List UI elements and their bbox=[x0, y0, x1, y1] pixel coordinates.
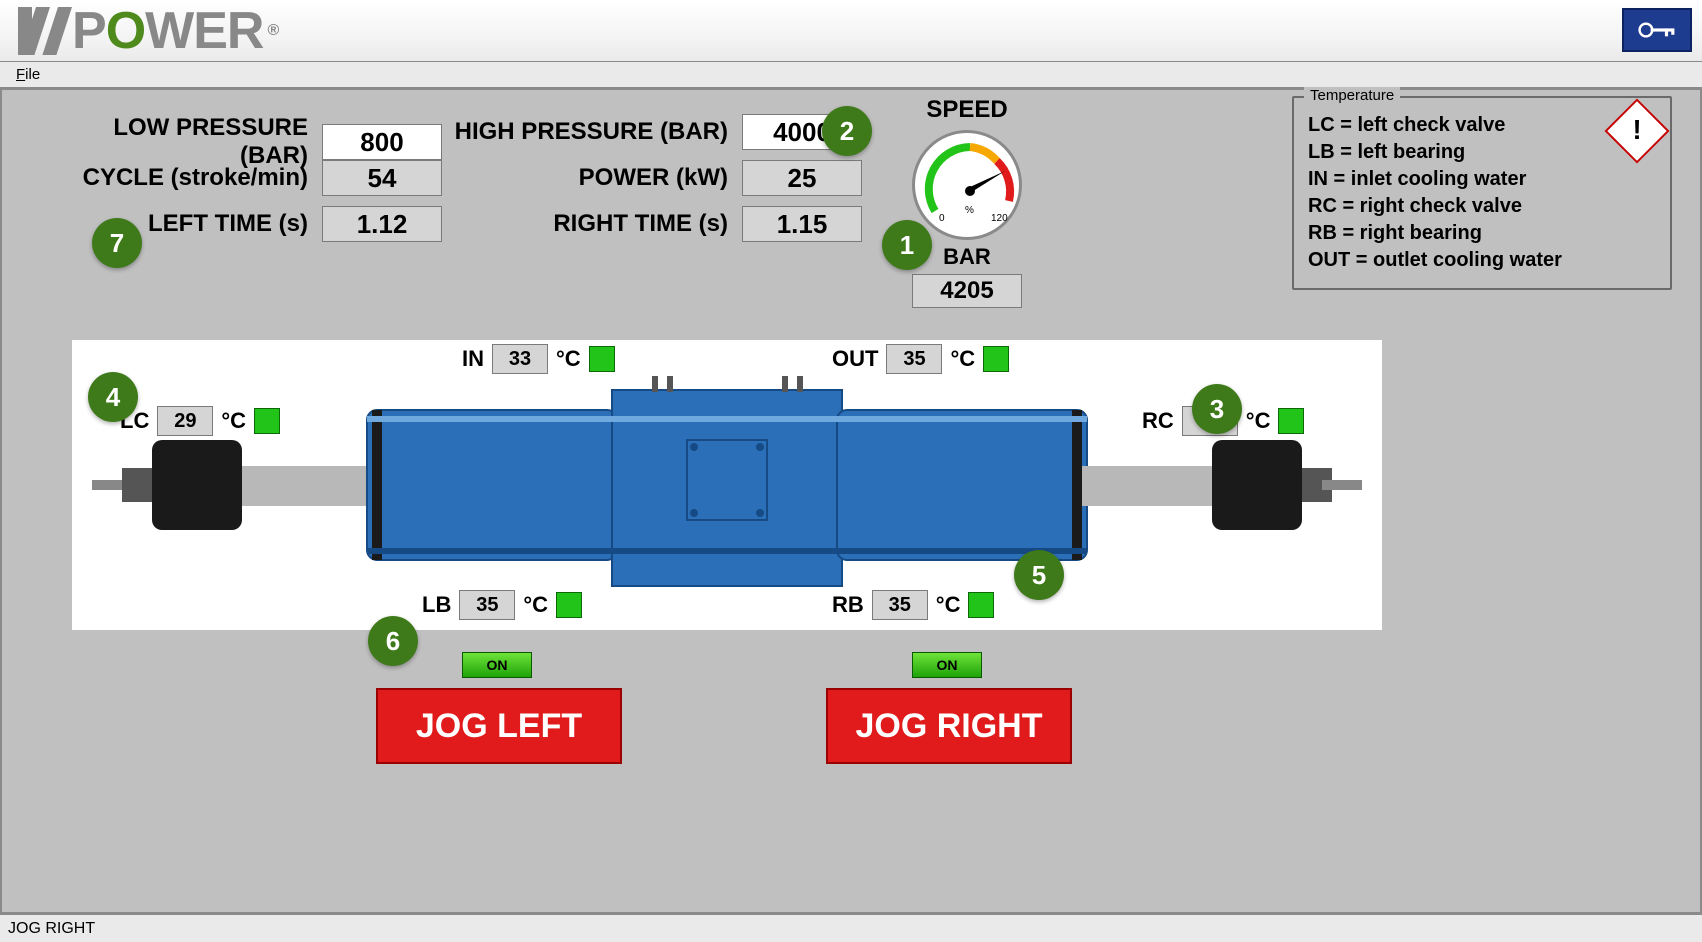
callout-3: 3 bbox=[1192, 384, 1242, 434]
temp-rb-led bbox=[968, 592, 994, 618]
login-key-button[interactable] bbox=[1622, 8, 1692, 52]
left-time-label: LEFT TIME (s) bbox=[48, 210, 308, 238]
temp-in: IN 33 °C bbox=[462, 344, 615, 374]
temp-out-label: OUT bbox=[832, 346, 878, 372]
temperature-legend: ! LC = left check valve LB = left bearin… bbox=[1292, 96, 1672, 290]
jog-left-button[interactable]: JOG LEFT bbox=[376, 688, 622, 764]
menu-file[interactable]: File bbox=[8, 64, 48, 85]
svg-text:!: ! bbox=[1632, 114, 1641, 145]
right-time-label: RIGHT TIME (s) bbox=[448, 210, 728, 238]
brand-reg: ® bbox=[267, 22, 278, 40]
temp-lc-unit: °C bbox=[221, 408, 246, 434]
power-field: 25 bbox=[742, 160, 862, 196]
callout-2: 2 bbox=[822, 106, 872, 156]
temp-in-value: 33 bbox=[492, 344, 548, 374]
speed-label: SPEED bbox=[892, 96, 1042, 124]
brand-mark-icon bbox=[18, 7, 72, 55]
brand-logo: POWER® bbox=[0, 1, 278, 61]
temp-lb-value: 35 bbox=[459, 590, 515, 620]
callout-4: 4 bbox=[88, 372, 138, 422]
status-bar: JOG RIGHT bbox=[0, 914, 1702, 942]
speed-gauge-area: SPEED 0 % 120 BAR 4205 bbox=[892, 96, 1042, 308]
temp-out-unit: °C bbox=[950, 346, 975, 372]
temp-in-label: IN bbox=[462, 346, 484, 372]
jog-left-on-lamp: ON bbox=[462, 652, 532, 678]
gauge-icon: 0 % 120 bbox=[915, 133, 1025, 243]
temp-rb-unit: °C bbox=[936, 592, 961, 618]
legend-line: IN = inlet cooling water bbox=[1308, 168, 1656, 191]
low-pressure-field[interactable]: 800 bbox=[322, 124, 442, 160]
workspace: LOW PRESSURE (BAR) 800 CYCLE (stroke/min… bbox=[0, 88, 1702, 914]
legend-line: LB = left bearing bbox=[1308, 141, 1656, 164]
temp-in-led bbox=[589, 346, 615, 372]
status-text: JOG RIGHT bbox=[8, 920, 95, 938]
jog-right-on-lamp: ON bbox=[912, 652, 982, 678]
bar-field: 4205 bbox=[912, 274, 1022, 308]
temp-lc-value: 29 bbox=[157, 406, 213, 436]
callout-5: 5 bbox=[1014, 550, 1064, 600]
intensifier-diagram bbox=[92, 370, 1362, 600]
temp-rc-unit: °C bbox=[1246, 408, 1271, 434]
legend-line: RC = right check valve bbox=[1308, 195, 1656, 218]
temp-rc-led bbox=[1278, 408, 1304, 434]
callout-7: 7 bbox=[92, 218, 142, 268]
cycle-label: CYCLE (stroke/min) bbox=[48, 164, 308, 192]
legend-line: RB = right bearing bbox=[1308, 222, 1656, 245]
temp-lb: LB 35 °C bbox=[422, 590, 582, 620]
brand-text-o: O bbox=[106, 1, 145, 61]
jog-right-button[interactable]: JOG RIGHT bbox=[826, 688, 1072, 764]
temp-lb-label: LB bbox=[422, 592, 451, 618]
callout-1: 1 bbox=[882, 220, 932, 270]
brand-text-p: P bbox=[72, 1, 106, 61]
power-label: POWER (kW) bbox=[448, 164, 728, 192]
speed-gauge: 0 % 120 bbox=[912, 130, 1022, 240]
menu-bar: File bbox=[0, 62, 1702, 88]
left-time-field: 1.12 bbox=[322, 206, 442, 242]
temp-lb-unit: °C bbox=[523, 592, 548, 618]
brand-text-wer: WER bbox=[145, 1, 263, 61]
cycle-field: 54 bbox=[322, 160, 442, 196]
right-time-field: 1.15 bbox=[742, 206, 862, 242]
temp-rc-label: RC bbox=[1142, 408, 1174, 434]
temp-lc-led bbox=[254, 408, 280, 434]
temp-rb: RB 35 °C bbox=[832, 590, 994, 620]
svg-text:0: 0 bbox=[939, 213, 945, 224]
high-pressure-label: HIGH PRESSURE (BAR) bbox=[448, 118, 728, 146]
temp-out-led bbox=[983, 346, 1009, 372]
intensifier-card: IN 33 °C OUT 35 °C LC 29 °C RC 35 °C LB … bbox=[72, 340, 1382, 630]
temp-out: OUT 35 °C bbox=[832, 344, 1009, 374]
callout-6: 6 bbox=[368, 616, 418, 666]
legend-line: OUT = outlet cooling water bbox=[1308, 249, 1656, 272]
temp-rb-value: 35 bbox=[872, 590, 928, 620]
title-bar: POWER® bbox=[0, 0, 1702, 62]
svg-text:%: % bbox=[965, 205, 974, 216]
key-icon bbox=[1638, 18, 1676, 42]
temp-rb-label: RB bbox=[832, 592, 864, 618]
temp-out-value: 35 bbox=[886, 344, 942, 374]
temp-in-unit: °C bbox=[556, 346, 581, 372]
temp-lc: LC 29 °C bbox=[120, 406, 280, 436]
svg-text:120: 120 bbox=[991, 213, 1008, 224]
temp-lb-led bbox=[556, 592, 582, 618]
